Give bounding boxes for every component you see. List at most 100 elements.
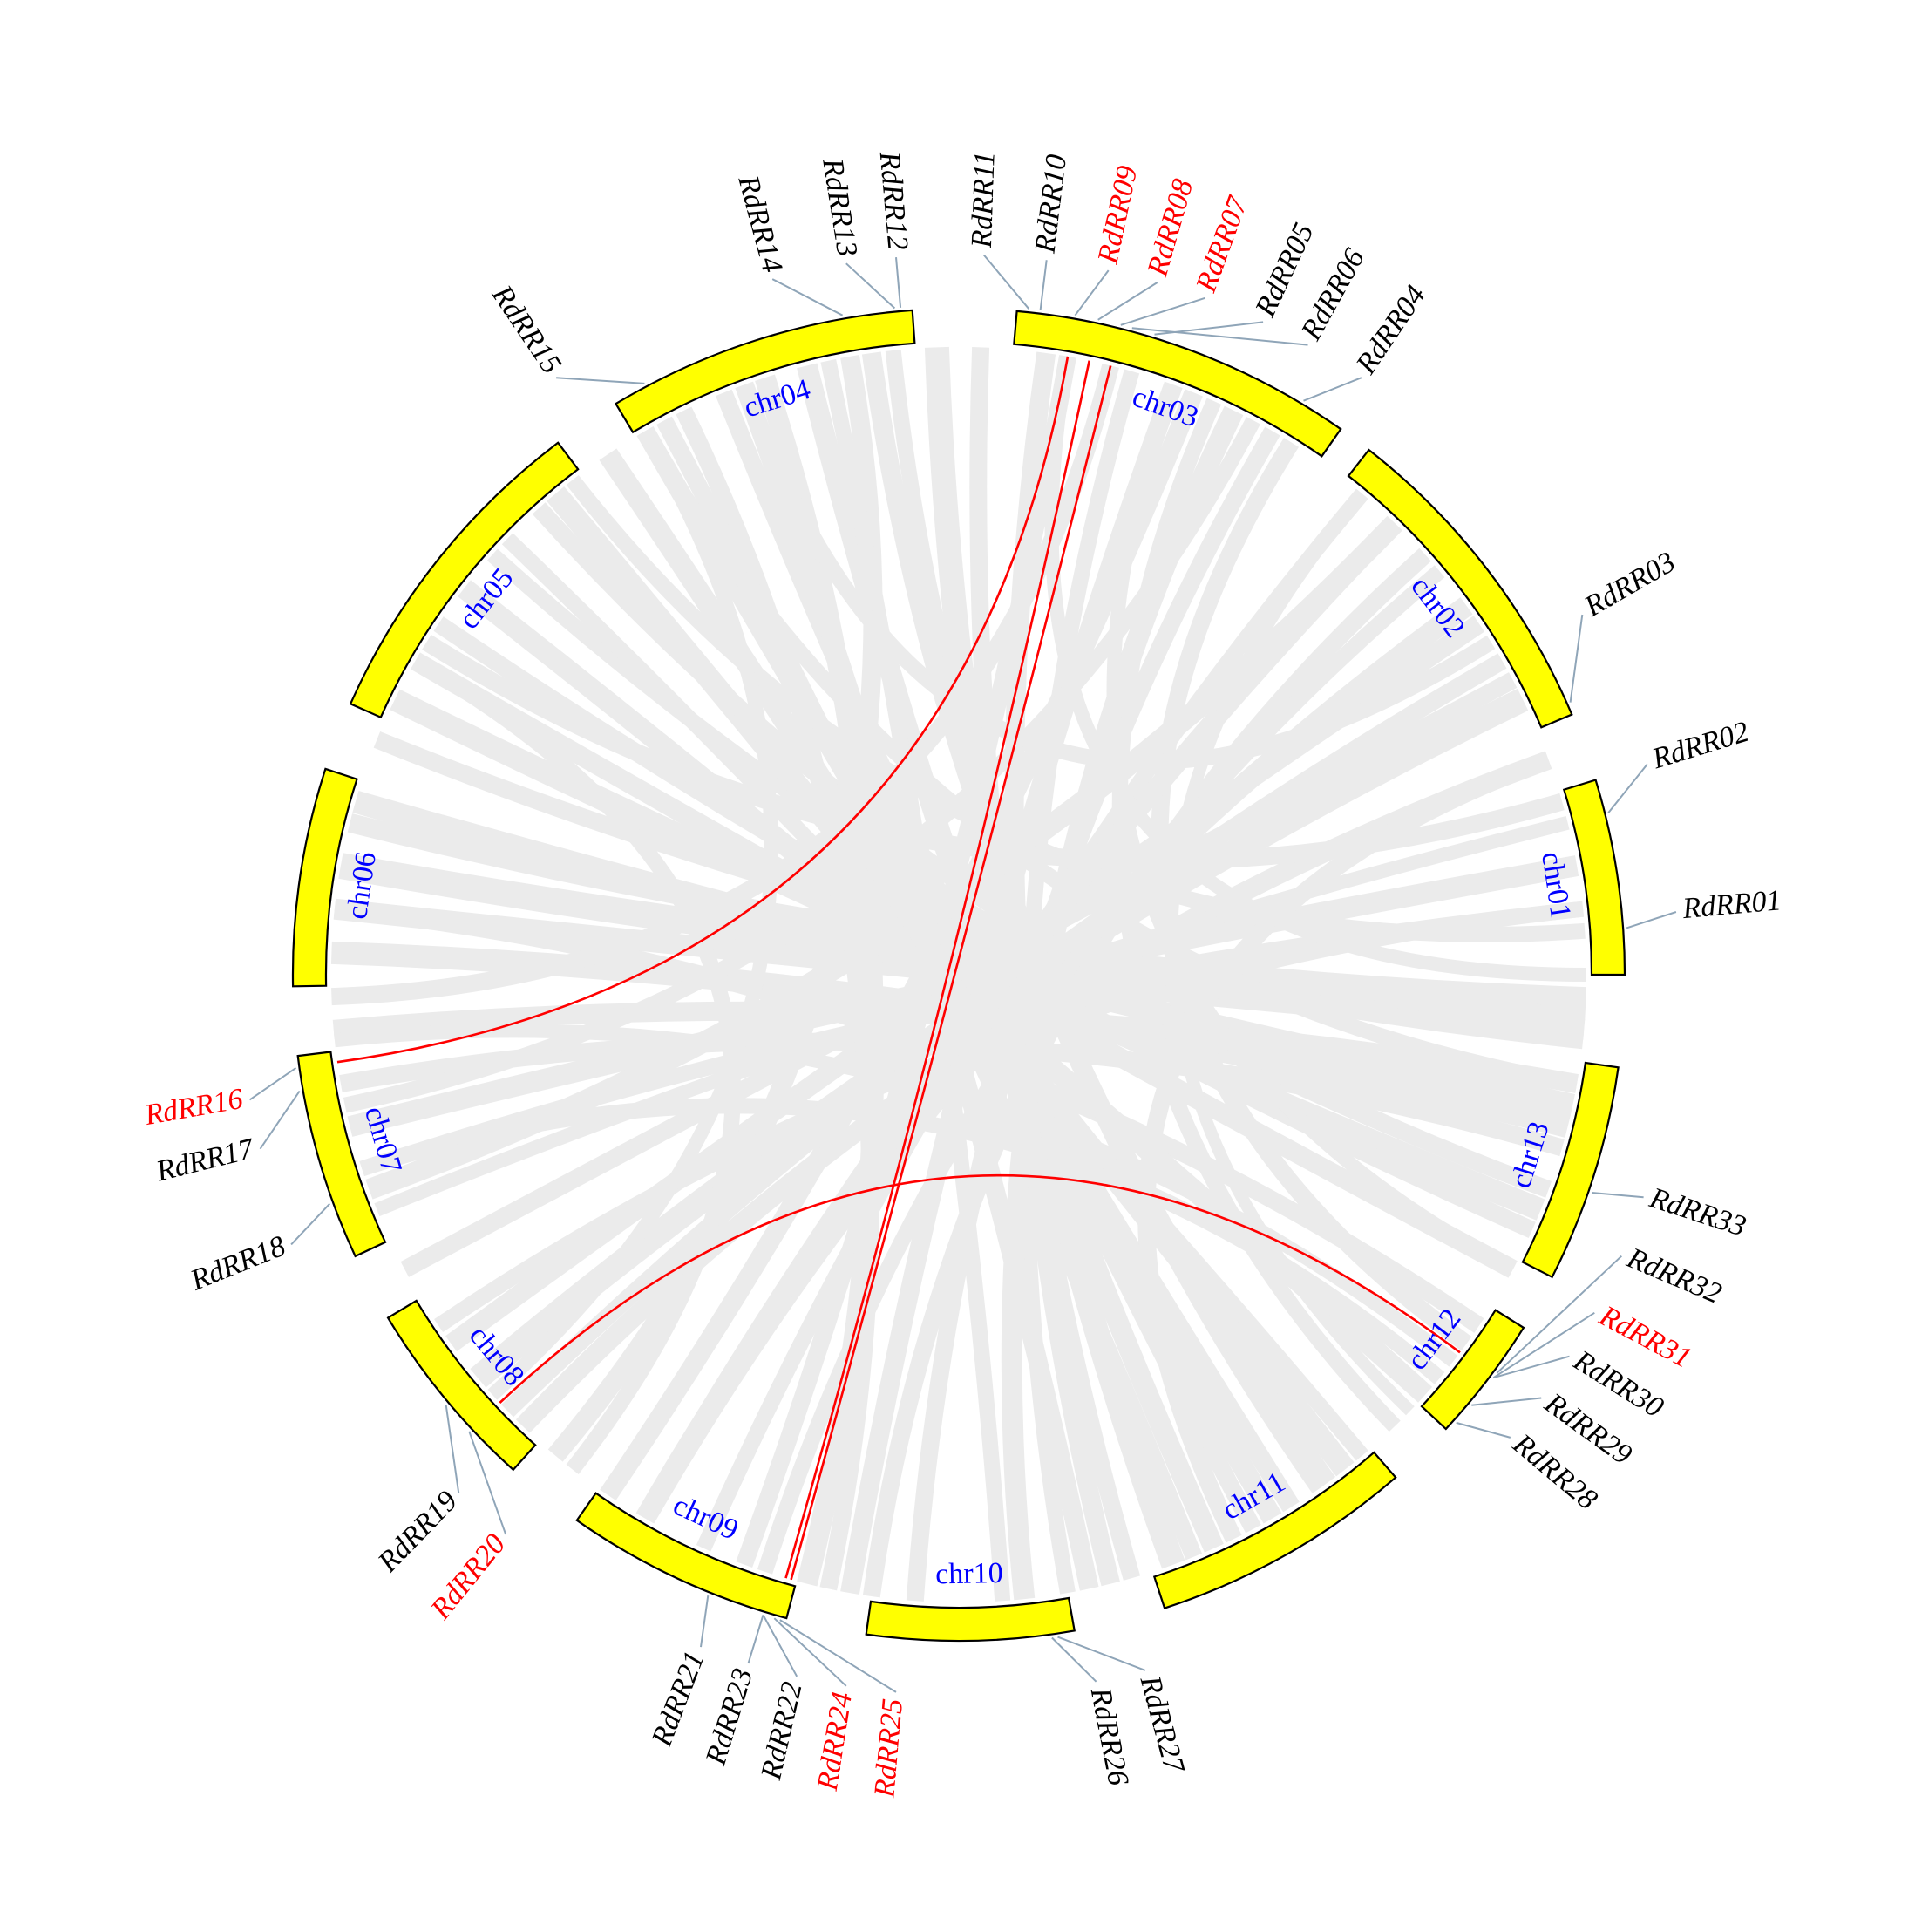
duplication-link-RdRR20-RdRR31 — [499, 1173, 1461, 1404]
chromosome-chr10[interactable] — [865, 1596, 1076, 1643]
chromosome-chr09[interactable] — [575, 1492, 797, 1620]
synteny-link — [422, 635, 1565, 870]
gene-label-RdRR23: RdRR23 — [700, 1664, 760, 1769]
synteny-link — [1111, 398, 1401, 1432]
duplication-link-RdRR16-RdRR09 — [336, 356, 1070, 1064]
chromosome-chr06[interactable] — [291, 767, 358, 988]
gene-label-RdRR12: RdRR12 — [873, 149, 914, 251]
gene-leader-line — [1303, 377, 1362, 402]
chromosome-chr07[interactable] — [296, 1051, 387, 1258]
gene-leader-line — [700, 1595, 710, 1648]
gene-leader-line — [779, 1619, 897, 1693]
gene-leader-line — [1569, 614, 1584, 703]
synteny-link — [737, 382, 1496, 771]
gene-leader-line — [1074, 269, 1110, 316]
duplication-link-RdRR25-RdRR07 — [790, 365, 1112, 1581]
background-synteny-links — [330, 346, 1587, 1602]
gene-label-RdRR09: RdRR09 — [1091, 163, 1144, 268]
chromosome-chr02[interactable] — [1347, 448, 1573, 729]
gene-label-RdRR14: RdRR14 — [731, 171, 788, 276]
gene-label-RdRR17: RdRR17 — [153, 1133, 259, 1188]
gene-leader-line — [290, 1203, 331, 1246]
chromosome-chr13[interactable] — [1521, 1061, 1620, 1279]
synteny-link — [566, 475, 1586, 942]
chromosome-ring — [291, 309, 1626, 1643]
synteny-link — [820, 358, 1011, 1602]
gene-leader-line — [1626, 911, 1677, 929]
gene-leader-line — [445, 1405, 460, 1493]
gene-label-RdRR15: RdRR15 — [486, 279, 568, 379]
chromosome-chr11[interactable] — [1152, 1451, 1397, 1609]
gene-label-RdRR22: RdRR22 — [755, 1679, 809, 1784]
gene-leader-line — [468, 1431, 507, 1535]
gene-leader-line — [556, 377, 645, 384]
gene-label-RdRR08: RdRR08 — [1141, 176, 1199, 281]
chromosome-chr04[interactable] — [614, 309, 916, 434]
synteny-link — [636, 516, 1402, 1524]
gene-leader-line — [762, 1614, 798, 1677]
gene-leader-line — [1607, 763, 1648, 813]
gene-leader-line — [1592, 1192, 1644, 1199]
chromosome-chr08[interactable] — [386, 1299, 537, 1472]
synteny-link — [840, 381, 1183, 1595]
gene-leader-line — [1051, 1636, 1097, 1683]
gene-leader-line — [747, 1615, 764, 1664]
gene-label-RdRR27: RdRR27 — [1133, 1671, 1191, 1778]
chromosome-chr05[interactable] — [349, 441, 580, 719]
gene-label-RdRR26: RdRR26 — [1083, 1684, 1134, 1788]
gene-leader-line — [983, 254, 1030, 310]
synteny-link — [1044, 355, 1587, 982]
gene-label-RdRR16: RdRR16 — [141, 1083, 245, 1132]
gene-label-RdRR07: RdRR07 — [1190, 191, 1255, 297]
gene-label-RdRR20: RdRR20 — [424, 1528, 513, 1626]
chromosome-label-chr10: chr10 — [935, 1557, 1003, 1590]
segmental-duplication-links — [336, 356, 1461, 1581]
gene-leader-line — [1496, 1255, 1622, 1374]
chromosome-chr01[interactable] — [1562, 779, 1626, 976]
gene-label-RdRR25: RdRR25 — [868, 1697, 909, 1799]
synteny-link — [487, 427, 778, 1400]
gene-label-RdRR18: RdRR18 — [186, 1230, 290, 1297]
gene-leader-line — [1492, 1311, 1595, 1379]
gene-leader-line — [771, 278, 844, 316]
gene-leader-line — [259, 1090, 301, 1150]
gene-label-RdRR01: RdRR01 — [1681, 884, 1783, 925]
gene-leader-lines — [248, 254, 1677, 1693]
gene-label-RdRR13: RdRR13 — [816, 155, 863, 259]
synteny-link — [410, 652, 1518, 1278]
gene-leader-line — [895, 257, 902, 308]
gene-label-RdRR24: RdRR24 — [811, 1690, 859, 1793]
gene-leader-line — [1471, 1397, 1542, 1406]
gene-label-RdRR21: RdRR21 — [645, 1647, 711, 1752]
synteny-link — [1106, 382, 1517, 1276]
gene-leader-line — [1456, 1421, 1511, 1439]
gene-leader-line — [773, 1617, 847, 1687]
duplication-link-RdRR24-RdRR08 — [784, 360, 1090, 1579]
gene-label-RdRR33: RdRR33 — [1645, 1181, 1749, 1243]
synteny-link — [757, 565, 1445, 1575]
gene-leader-line — [1097, 282, 1158, 321]
gene-label-RdRR19: RdRR19 — [371, 1485, 464, 1579]
gene-leader-line — [1057, 1636, 1146, 1671]
chromosome-chr03[interactable] — [1013, 310, 1342, 458]
gene-label-RdRR03: RdRR03 — [1579, 546, 1681, 623]
gene-label-RdRR32: RdRR32 — [1622, 1242, 1727, 1310]
gene-leader-line — [1493, 1355, 1570, 1379]
gene-leader-line — [1039, 260, 1048, 310]
synteny-link — [638, 426, 1579, 1092]
gene-label-RdRR10: RdRR10 — [1029, 153, 1073, 255]
synteny-link — [411, 654, 741, 1474]
gene-leader-line — [845, 262, 896, 310]
gene-leader-line — [1131, 327, 1308, 346]
synteny-link — [1137, 752, 1552, 1543]
gene-label-RdRR02: RdRR02 — [1647, 716, 1752, 776]
synteny-link — [755, 374, 885, 1587]
synteny-link — [1165, 489, 1415, 1416]
gene-leader-line — [248, 1067, 297, 1101]
gene-label-RdRR11: RdRR11 — [966, 151, 1002, 249]
chromosome-chr12[interactable] — [1420, 1309, 1525, 1431]
gene-leader-line — [1120, 296, 1205, 326]
synteny-link — [373, 731, 1585, 1050]
gene-label-RdRR04: RdRR04 — [1349, 280, 1432, 380]
